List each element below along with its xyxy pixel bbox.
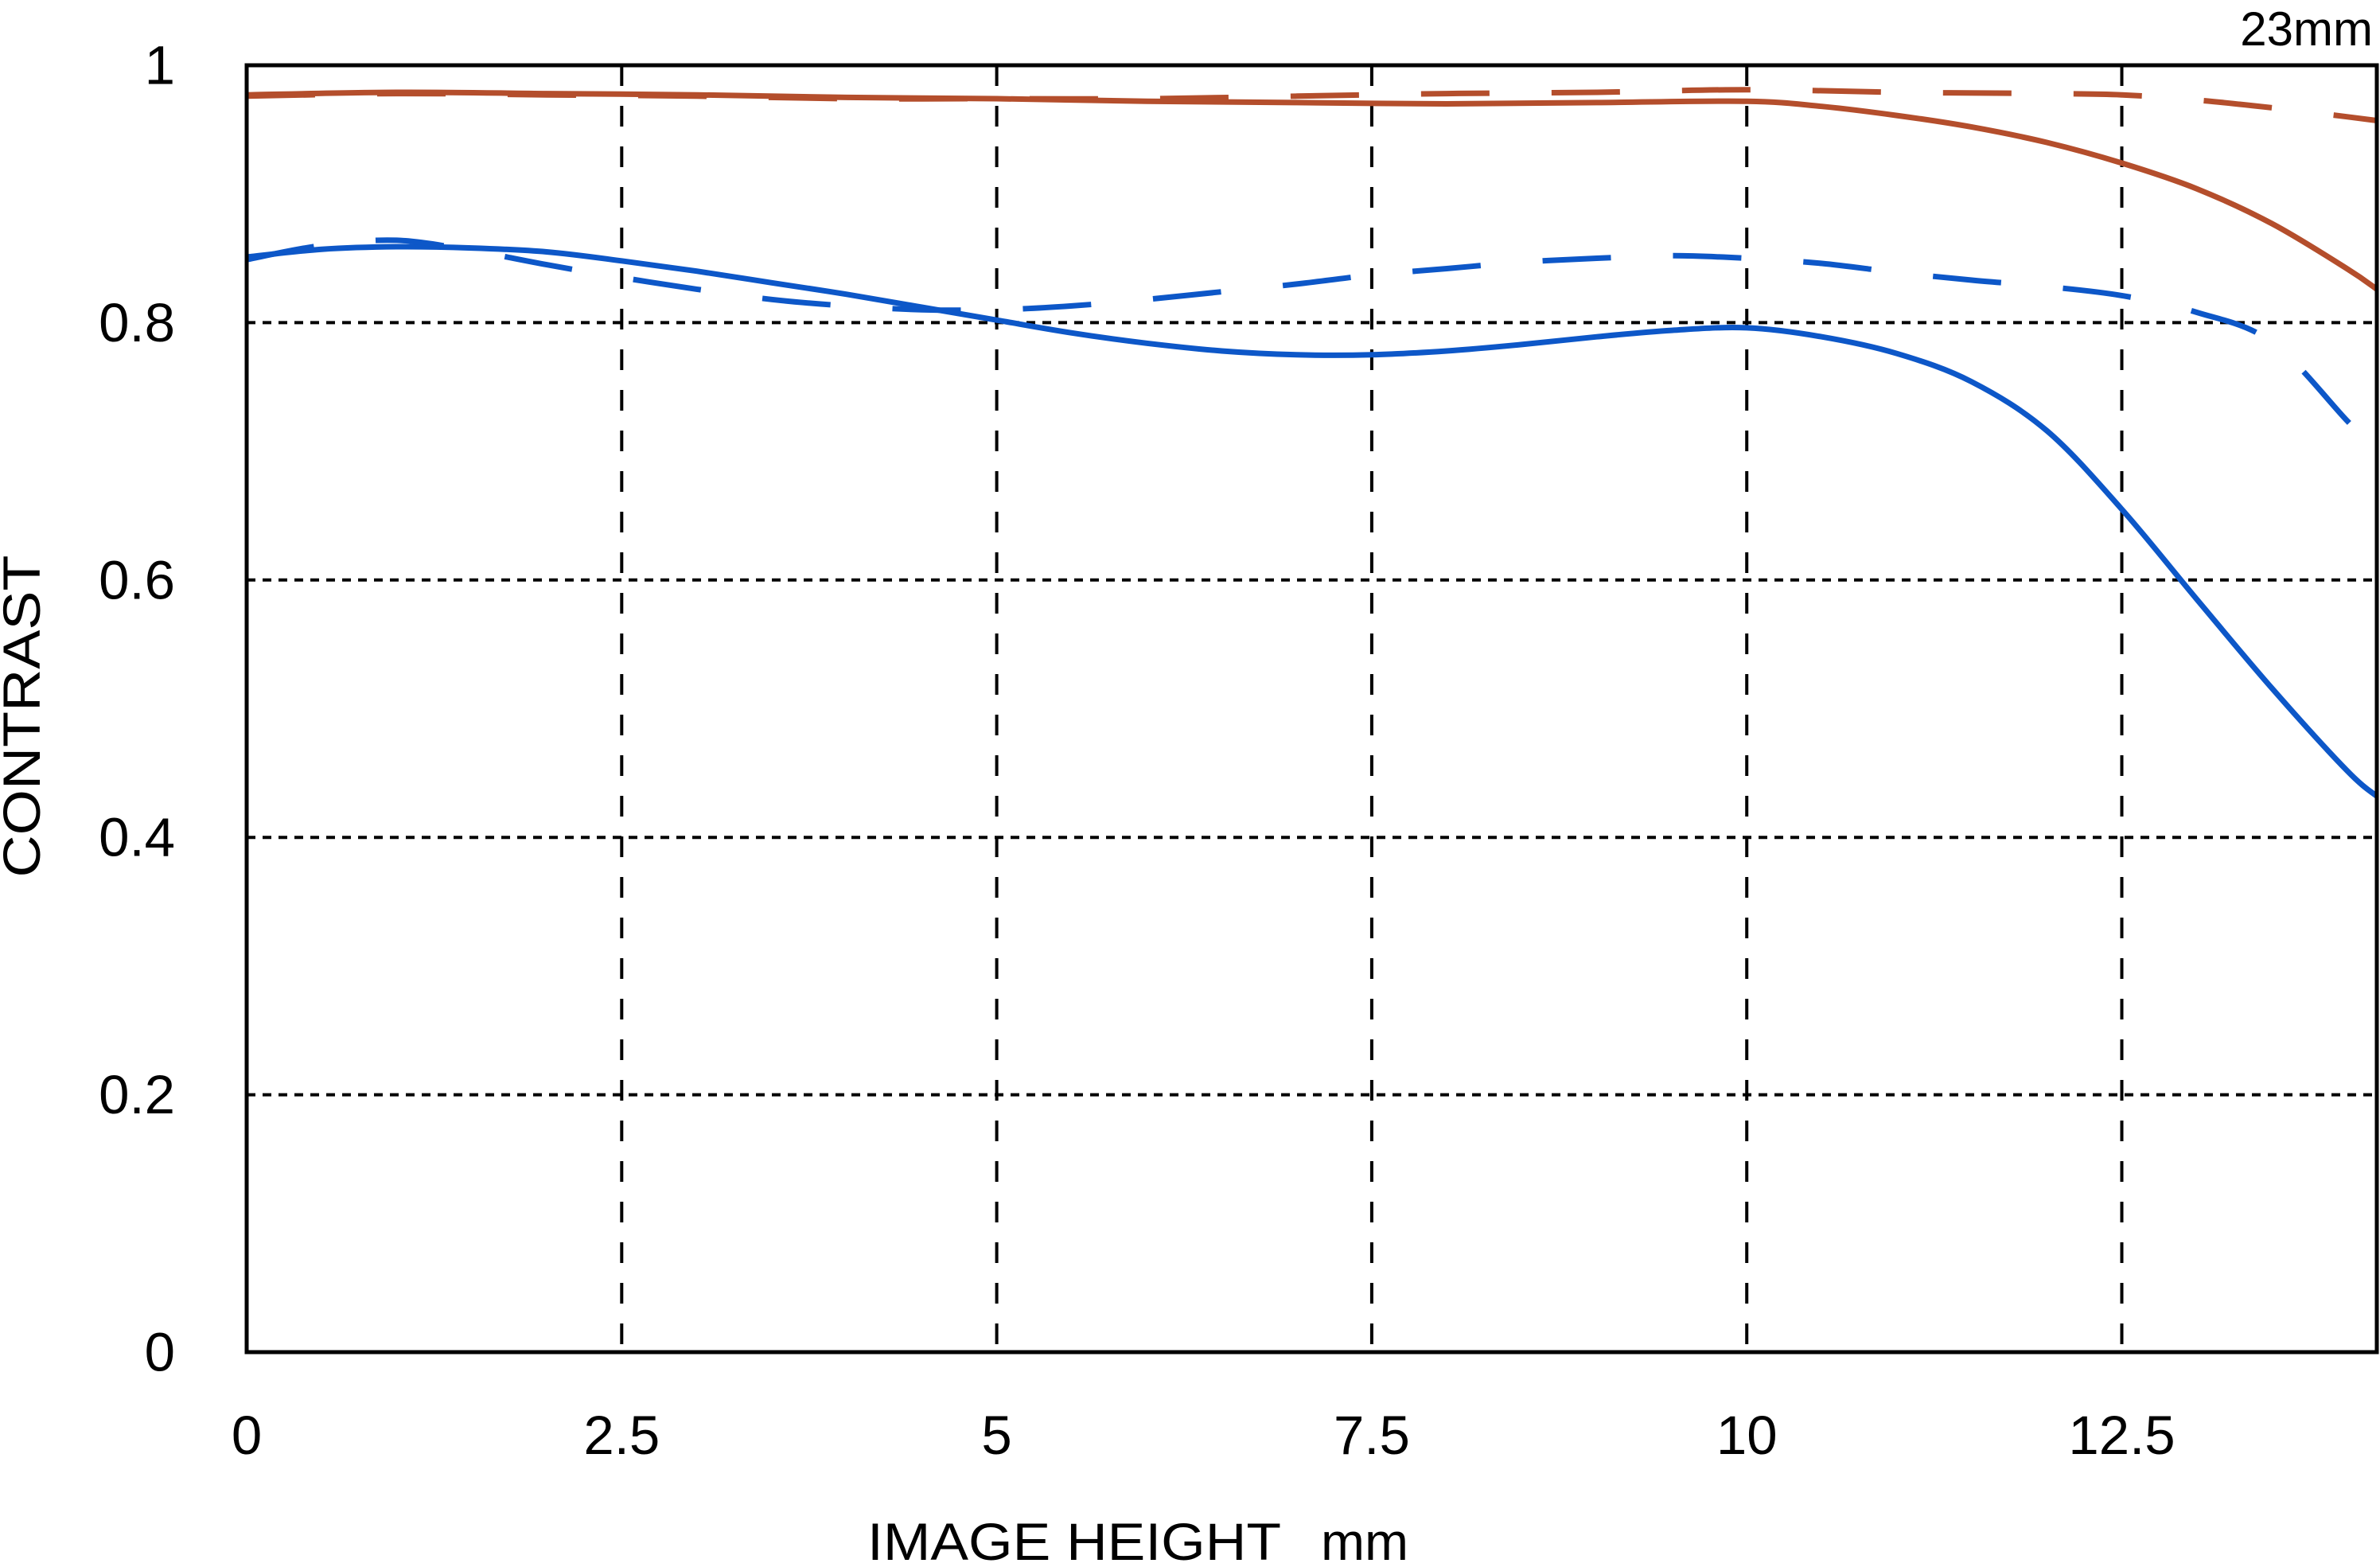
y-tick-label-0: 0 bbox=[145, 1322, 175, 1383]
chart-title: 23mm bbox=[2240, 2, 2373, 56]
gridlines bbox=[247, 65, 2377, 1352]
x-tick-label-12.5: 12.5 bbox=[2068, 1405, 2175, 1466]
x-axis-title-text: IMAGE HEIGHT bbox=[867, 1512, 1281, 1563]
curve-red-solid bbox=[246, 89, 2379, 292]
curve-blue-solid bbox=[246, 244, 2379, 799]
x-axis-unit-text: mm bbox=[1321, 1512, 1408, 1563]
y-tick-label-1: 1 bbox=[145, 35, 175, 96]
x-tick-labels: 0 2.5 5 7.5 10 12.5 bbox=[232, 1405, 2175, 1466]
x-axis-title: IMAGE HEIGHT mm bbox=[867, 1512, 1408, 1567]
y-tick-labels: 0 0.2 0.4 0.6 0.8 1 bbox=[99, 35, 175, 1383]
x-tick-label-5: 5 bbox=[981, 1405, 1011, 1466]
x-tick-label-7.5: 7.5 bbox=[1334, 1405, 1410, 1466]
plot-border bbox=[244, 63, 2379, 1355]
y-tick-label-0.8: 0.8 bbox=[99, 292, 175, 353]
y-axis-title: CONTRAST bbox=[0, 555, 51, 878]
x-tick-label-2.5: 2.5 bbox=[583, 1405, 660, 1466]
y-tick-label-0.4: 0.4 bbox=[99, 807, 175, 868]
x-tick-label-0: 0 bbox=[232, 1405, 262, 1466]
curves bbox=[246, 87, 2379, 799]
curve-blue-dashed bbox=[246, 237, 2379, 454]
y-tick-label-0.6: 0.6 bbox=[99, 549, 175, 610]
x-tick-label-10: 10 bbox=[1716, 1405, 1778, 1466]
curve-red-dashed bbox=[246, 87, 2378, 123]
y-tick-label-0.2: 0.2 bbox=[99, 1064, 175, 1125]
